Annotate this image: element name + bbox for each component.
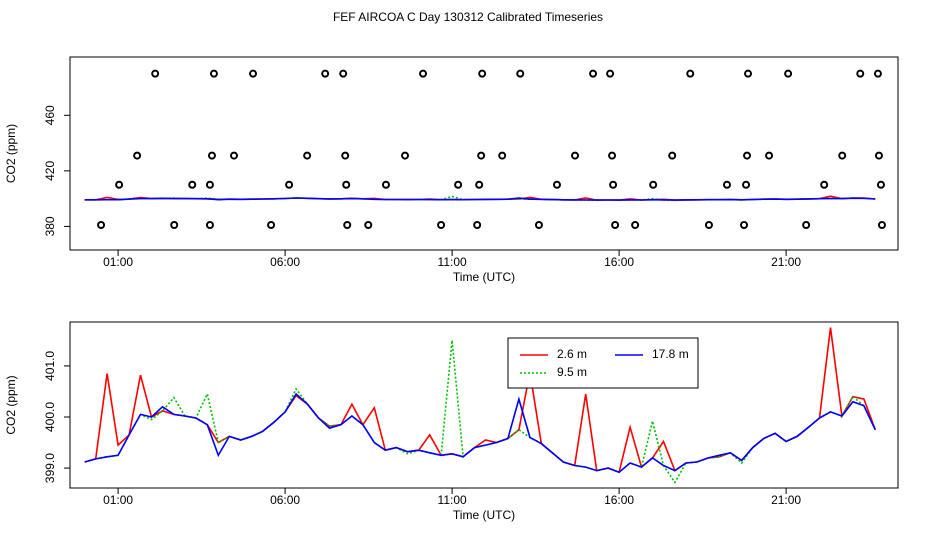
y-axis-title: CO2 (ppm) [4,375,18,434]
x-tick-label: 11:00 [438,493,467,507]
x-axis-title: Time (UTC) [453,508,515,522]
y-tick-label: 399.0 [43,453,57,483]
calibration-point [188,180,197,189]
calibration-point [133,151,142,160]
y-tick-label: 420 [43,161,57,181]
calibration-point [516,69,525,78]
calibration-point [608,151,617,160]
x-tick-label: 01:00 [103,493,133,507]
calibration-point [454,180,463,189]
calibration-point [498,151,507,160]
calibration-point [285,180,294,189]
legend-label: 2.6 m [557,347,587,361]
calibration-point [631,221,640,230]
calibration-point [381,180,390,189]
calibration-point [205,180,214,189]
y-tick-label: 401.0 [43,351,57,381]
x-axis-title: Time (UTC) [453,270,515,284]
x-tick-label: 06:00 [270,255,300,269]
calibration-point [475,180,484,189]
calibration-point [229,151,238,160]
calibration-point [552,180,561,189]
calibration-point [419,69,428,78]
calibration-point [704,221,713,230]
x-tick-label: 06:00 [270,493,300,507]
calibration-point [740,221,749,230]
calibration-point [820,180,829,189]
x-tick-label: 16:00 [604,255,634,269]
calibration-point [873,69,882,78]
series-line [84,327,877,474]
calibration-point [478,69,487,78]
legend-label: 17.8 m [652,347,689,361]
calibration-point [649,180,658,189]
calibration-point [743,151,752,160]
calibration-point [874,151,883,160]
calibration-point [611,221,620,230]
y-tick-label: 400.0 [43,402,57,432]
x-tick-label: 16:00 [604,493,634,507]
calibration-point [571,151,580,160]
plot-frame [69,321,899,489]
calibration-point [722,180,731,189]
calibration-point [170,221,179,230]
calibration-point [877,221,886,230]
calibration-point [686,69,695,78]
calibration-point [401,151,410,160]
legend-box [507,337,699,389]
calibration-point [342,180,351,189]
calibration-point [876,180,885,189]
calibration-point [609,180,618,189]
calibration-point [437,221,446,230]
series-line [84,340,877,484]
calibration-point [97,221,106,230]
calibration-point [606,69,615,78]
calibration-point [784,69,793,78]
calibration-point [856,69,865,78]
calibration-point [303,151,312,160]
calibration-point [209,69,218,78]
calibration-point [668,151,677,160]
x-tick-label: 21:00 [771,493,801,507]
y-axis-title: CO2 (ppm) [4,124,18,183]
calibration-point [339,69,348,78]
calibration-point [802,221,811,230]
calibration-point [589,69,598,78]
series-line [84,392,877,474]
legend-label: 9.5 m [557,365,587,379]
calibration-point [477,151,486,160]
calibration-point [742,180,751,189]
calibration-point [534,221,543,230]
calibration-point [473,221,482,230]
calibration-point [343,221,352,230]
calibration-point [744,69,753,78]
calibration-point [205,221,214,230]
x-tick-label: 01:00 [103,255,133,269]
calibration-point [151,69,160,78]
x-tick-label: 11:00 [438,255,467,269]
calibration-point [838,151,847,160]
calibration-point [341,151,350,160]
calibration-point [267,221,276,230]
calibration-point [321,69,330,78]
series-line [84,197,876,201]
chart-title: FEF AIRCOA C Day 130312 Calibrated Times… [333,10,603,24]
calibration-point [249,69,258,78]
calibration-point [115,180,124,189]
calibration-point [364,221,373,230]
calibration-point [765,151,774,160]
y-tick-label: 460 [43,105,57,125]
y-tick-label: 380 [43,216,57,236]
x-tick-label: 21:00 [771,255,801,269]
calibration-point [207,151,216,160]
